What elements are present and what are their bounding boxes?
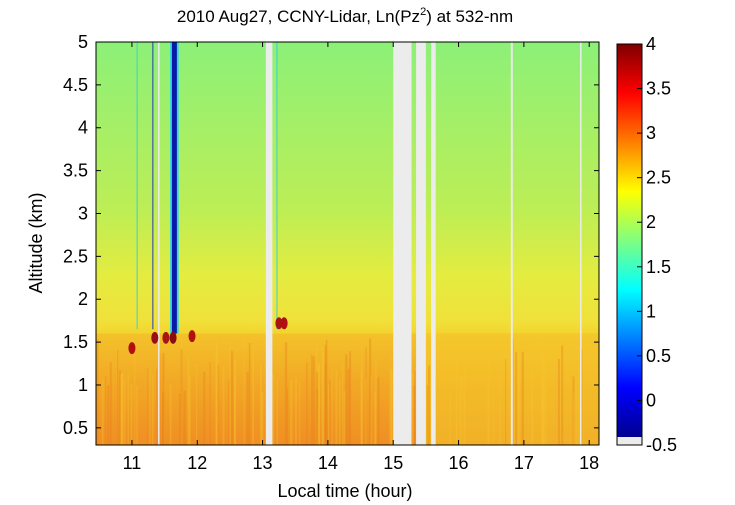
colorbar-tick-label: 2.5 bbox=[646, 168, 671, 188]
colorbar-tick-label: 1.5 bbox=[646, 257, 671, 277]
chart-title-tail: ) at 532-nm bbox=[426, 7, 513, 26]
data-gap bbox=[265, 42, 273, 445]
y-tick-label: 4 bbox=[78, 118, 88, 138]
data-gap bbox=[431, 42, 436, 445]
colorbar-tick-label: 1 bbox=[646, 301, 656, 321]
x-tick-label: 16 bbox=[449, 453, 469, 473]
colorbar-tick-label: 2 bbox=[646, 212, 656, 232]
x-tick-label: 15 bbox=[383, 453, 403, 473]
cloud-signal bbox=[170, 42, 179, 334]
data-gap bbox=[158, 42, 160, 445]
x-tick-label: 11 bbox=[123, 453, 142, 473]
x-tick-label: 12 bbox=[187, 453, 207, 473]
colorbar-ticks: -0.5 0 0.5 1 1.5 2 2.5 3 3.5 4 bbox=[637, 34, 677, 455]
colorbar-gap-swatch bbox=[617, 437, 642, 445]
y-axis-label: Altitude (km) bbox=[26, 192, 46, 293]
aerosol-peak bbox=[275, 317, 283, 330]
y-axis-ticks: 0.5 1 1.5 2 2.5 3 3.5 4 4.5 5 bbox=[63, 32, 599, 438]
y-tick-label: 4.5 bbox=[63, 75, 88, 95]
aerosol-peak bbox=[188, 330, 196, 343]
colorbar-tick-label: 3.5 bbox=[646, 79, 671, 99]
aerosol-peak bbox=[151, 331, 159, 344]
y-tick-label: 2.5 bbox=[63, 246, 88, 266]
plot-frame bbox=[95, 41, 600, 446]
colorbar-tick-label: -0.5 bbox=[646, 435, 677, 455]
y-tick-label: 5 bbox=[78, 32, 88, 52]
data-gap bbox=[416, 42, 426, 445]
chart-title-main: 2010 Aug27, CCNY-Lidar, Ln(Pz bbox=[177, 7, 420, 26]
x-tick-label: 18 bbox=[579, 453, 599, 473]
y-tick-label: 1 bbox=[78, 375, 88, 395]
cloud-signal-core bbox=[171, 42, 177, 334]
y-tick-label: 3.5 bbox=[63, 161, 88, 181]
boundary-layer bbox=[96, 333, 599, 445]
colorbar-frame bbox=[616, 43, 643, 446]
x-tick-label: 13 bbox=[253, 453, 273, 473]
colorbar-tick-label: 4 bbox=[646, 34, 656, 54]
x-axis-label: Local time (hour) bbox=[277, 481, 412, 501]
aerosol-peak bbox=[169, 331, 177, 344]
data-gap bbox=[580, 42, 582, 445]
y-tick-label: 1.5 bbox=[63, 332, 88, 352]
y-tick-label: 3 bbox=[78, 203, 88, 223]
aerosol-peak bbox=[280, 317, 288, 330]
data-gap bbox=[510, 42, 513, 445]
x-axis-ticks: 11 12 13 14 15 16 17 18 bbox=[123, 42, 599, 473]
data-gaps bbox=[136, 42, 582, 445]
x-tick-label: 17 bbox=[514, 453, 534, 473]
colorbar-tick-label: 0.5 bbox=[646, 346, 671, 366]
colorbar-gradient bbox=[617, 44, 642, 437]
chart-title: 2010 Aug27, CCNY-Lidar, Ln(Pz2) at 532-n… bbox=[177, 6, 513, 26]
boundary-layer-peaks bbox=[128, 317, 288, 355]
y-tick-label: 2 bbox=[78, 289, 88, 309]
y-tick-label: 0.5 bbox=[63, 418, 88, 438]
chart-title-superscript: 2 bbox=[420, 6, 426, 18]
aerosol-peak bbox=[162, 331, 170, 344]
colorbar: -0.5 0 0.5 1 1.5 2 2.5 3 3.5 4 bbox=[616, 34, 677, 455]
aerosol-peak bbox=[128, 342, 136, 355]
data-gap bbox=[393, 42, 412, 445]
x-tick-label: 14 bbox=[318, 453, 338, 473]
colorbar-tick-label: 0 bbox=[646, 390, 656, 410]
colorbar-tick-label: 3 bbox=[646, 123, 656, 143]
plot-area bbox=[96, 42, 599, 445]
